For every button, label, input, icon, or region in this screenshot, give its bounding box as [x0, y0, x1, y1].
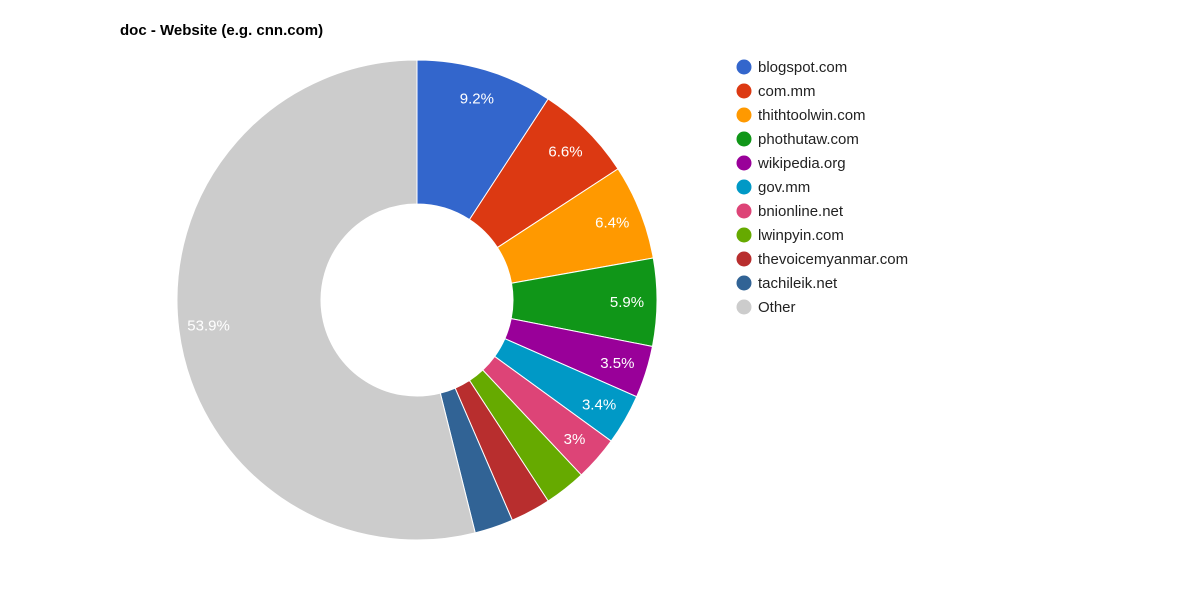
slice-label: 6.6%	[548, 144, 582, 161]
legend-label[interactable]: tachileik.net	[758, 275, 838, 292]
slice-other[interactable]	[176, 59, 476, 541]
slice-label: 3.5%	[600, 355, 634, 372]
slice-label: 5.9%	[610, 294, 644, 311]
legend-swatch	[736, 203, 752, 219]
slice-label: 3%	[564, 431, 586, 448]
legend-label[interactable]: blogspot.com	[758, 59, 847, 76]
legend-swatch	[736, 131, 752, 147]
chart-title: doc - Website (e.g. cnn.com)	[120, 22, 323, 39]
legend-label[interactable]: gov.mm	[758, 179, 810, 196]
legend-label[interactable]: Other	[758, 299, 796, 316]
legend-label[interactable]: wikipedia.org	[757, 155, 846, 172]
legend-swatch	[736, 299, 752, 315]
legend-label[interactable]: bnionline.net	[758, 203, 844, 220]
slice-label: 6.4%	[595, 215, 629, 232]
legend-swatch	[736, 59, 752, 75]
legend-label[interactable]: lwinpyin.com	[758, 227, 844, 244]
legend-label[interactable]: com.mm	[758, 83, 816, 100]
legend-swatch	[736, 155, 752, 171]
legend-swatch	[736, 107, 752, 123]
legend-label[interactable]: phothutaw.com	[758, 131, 859, 148]
slice-label: 9.2%	[460, 91, 494, 108]
legend-swatch	[736, 179, 752, 195]
slice-label: 53.9%	[187, 318, 230, 335]
legend-swatch	[736, 251, 752, 267]
legend-label[interactable]: thevoicemyanmar.com	[758, 251, 908, 268]
legend-swatch	[736, 83, 752, 99]
legend-swatch	[736, 227, 752, 243]
legend-label[interactable]: thithtoolwin.com	[758, 107, 866, 124]
legend-swatch	[736, 275, 752, 291]
slice-label: 3.4%	[582, 397, 616, 414]
